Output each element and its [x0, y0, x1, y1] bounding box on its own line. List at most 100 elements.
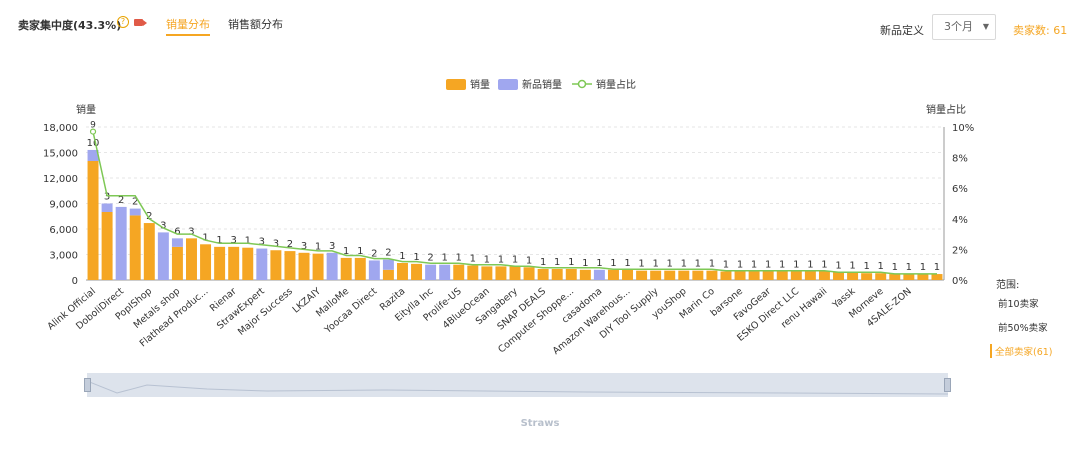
- y-left-tick-label: 12,000: [43, 174, 78, 185]
- y-left-tick-label: 18,000: [43, 123, 78, 134]
- bar-data-label: 3: [160, 220, 166, 231]
- bar-sales: [579, 269, 591, 280]
- bar-data-label: 1: [835, 260, 841, 271]
- tab-sales-distribution[interactable]: 销量分布: [166, 18, 210, 36]
- bar-sales: [551, 268, 563, 280]
- zoom-slider[interactable]: [84, 373, 951, 397]
- bar-sales: [453, 264, 465, 280]
- bar-data-label: 2: [146, 211, 152, 222]
- share-point-label: 9: [90, 121, 96, 131]
- chevron-down-icon: ▼: [982, 22, 989, 31]
- bar-sales: [467, 265, 479, 280]
- bar-data-label: 1: [652, 259, 658, 270]
- y-right-tick-label: 6%: [952, 184, 968, 195]
- bar-data-label: 1: [441, 253, 447, 264]
- bar-sales: [143, 223, 155, 280]
- bar-sales: [706, 270, 718, 280]
- bar-sales: [818, 271, 830, 280]
- range-title: 范围:: [996, 280, 1020, 291]
- bar-data-label: 1: [807, 260, 813, 271]
- y-left-axis-title: 销量: [76, 103, 96, 116]
- bar-sales: [101, 212, 113, 280]
- bar-data-label: 1: [202, 232, 208, 243]
- video-icon[interactable]: [134, 19, 147, 26]
- bar-sales: [762, 271, 774, 280]
- bar-sales: [720, 271, 732, 280]
- bar-sales: [650, 270, 662, 280]
- legend-swatch-1: [498, 79, 518, 90]
- bar-data-label: 3: [273, 238, 279, 249]
- bar-data-label: 1: [779, 260, 785, 271]
- bar-new-sales: [368, 260, 380, 280]
- bar-sales: [889, 274, 901, 280]
- legend-line-marker: [577, 79, 587, 89]
- bar-data-label: 1: [526, 255, 532, 266]
- period-select[interactable]: 3个月 ▼: [932, 14, 996, 40]
- bar-data-label: 1: [624, 258, 630, 269]
- y-left-tick-label: 0: [72, 276, 78, 287]
- bar-data-label: 1: [596, 258, 602, 269]
- legend-label-1: 新品销量: [522, 78, 562, 91]
- range-option-all[interactable]: 全部卖家(61): [990, 344, 1053, 358]
- y-right-tick-label: 0%: [952, 276, 968, 287]
- bar-data-label: 1: [245, 236, 251, 247]
- bar-data-label: 1: [512, 254, 518, 265]
- help-icon[interactable]: ?: [117, 16, 129, 28]
- range-option-top50pct[interactable]: 前50%卖家: [998, 323, 1048, 334]
- bar-sales: [622, 269, 634, 280]
- bar-data-label: 1: [343, 246, 349, 257]
- bar-data-label: 1: [934, 262, 940, 273]
- bar-data-label: 1: [357, 246, 363, 257]
- bar-data-label: 1: [793, 260, 799, 271]
- bar-new-sales: [171, 238, 183, 247]
- slider-category-label: Straws: [520, 418, 560, 429]
- bar-new-sales: [326, 252, 338, 280]
- slider-preview: [87, 380, 948, 395]
- y-right-tick-label: 2%: [952, 245, 968, 256]
- bar-data-label: 2: [371, 248, 377, 259]
- bar-new-sales: [101, 203, 113, 212]
- bar-sales: [833, 272, 844, 280]
- bar-new-sales: [382, 259, 394, 270]
- bar-data-label: 10: [87, 138, 100, 149]
- legend-label-2: 销量占比: [596, 78, 636, 91]
- bar-sales: [804, 271, 816, 280]
- bar-data-label: 1: [892, 262, 898, 273]
- bar-data-label: 1: [821, 260, 827, 271]
- bar-new-sales: [87, 149, 99, 161]
- bar-data-label: 1: [568, 257, 574, 268]
- bar-sales: [312, 253, 324, 280]
- bar-data-label: 1: [540, 257, 546, 268]
- slider-right-handle[interactable]: [944, 378, 951, 392]
- bar-data-label: 1: [765, 260, 771, 271]
- bar-data-label: 1: [638, 259, 644, 270]
- bar-data-label: 1: [667, 259, 673, 270]
- bar-sales: [411, 263, 423, 280]
- bar-sales: [228, 246, 240, 280]
- header-bar: 卖家集中度(43.3%) ? 销量分布 销售额分布 新品定义 3个月 ▼ 卖家数…: [0, 0, 1080, 60]
- bar-sales: [523, 267, 535, 280]
- bar-sales: [382, 269, 394, 280]
- bar-sales: [931, 274, 943, 280]
- y-left-tick-label: 9,000: [49, 200, 78, 211]
- bar-new-sales: [593, 269, 605, 280]
- y-right-axis-title: 销量占比: [926, 103, 966, 116]
- legend-label-0: 销量: [470, 78, 490, 91]
- bar-sales: [495, 266, 507, 280]
- bar-data-label: 1: [610, 258, 616, 269]
- slider-left-handle[interactable]: [84, 378, 91, 392]
- range-option-top10[interactable]: 前10卖家: [998, 299, 1039, 310]
- bar-data-label: 1: [498, 254, 504, 265]
- period-select-value: 3个月: [944, 20, 973, 33]
- bar-data-label: 1: [554, 257, 560, 268]
- bar-data-label: 3: [188, 226, 194, 237]
- legend-swatch-0: [446, 79, 466, 90]
- bar-sales: [270, 250, 282, 280]
- bar-sales: [607, 269, 619, 280]
- bar-sales: [200, 244, 212, 280]
- bar-data-label: 1: [681, 259, 687, 270]
- bar-sales: [396, 263, 408, 280]
- tab-revenue-distribution[interactable]: 销售额分布: [228, 18, 283, 31]
- bar-sales: [692, 270, 704, 280]
